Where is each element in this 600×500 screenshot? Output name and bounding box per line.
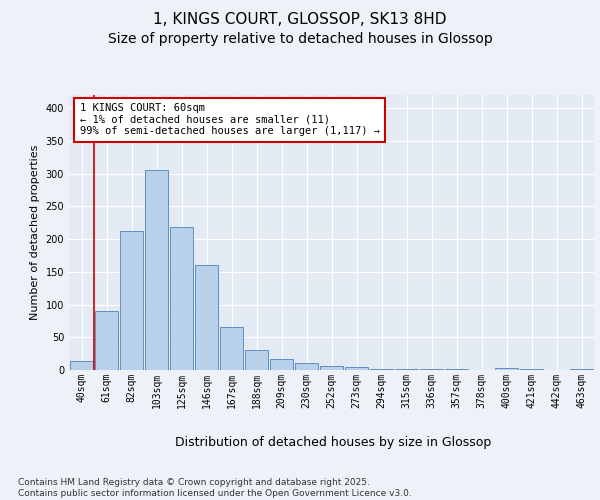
Bar	[320, 366, 343, 370]
Text: Size of property relative to detached houses in Glossop: Size of property relative to detached ho…	[107, 32, 493, 46]
Bar	[245, 350, 268, 370]
Bar	[220, 328, 244, 370]
Bar	[344, 368, 368, 370]
Bar	[269, 359, 293, 370]
Bar	[494, 368, 518, 370]
Bar	[569, 368, 593, 370]
Bar	[145, 170, 169, 370]
Bar	[170, 228, 193, 370]
Bar	[194, 265, 218, 370]
Text: 1 KINGS COURT: 60sqm
← 1% of detached houses are smaller (11)
99% of semi-detach: 1 KINGS COURT: 60sqm ← 1% of detached ho…	[79, 104, 380, 136]
Y-axis label: Number of detached properties: Number of detached properties	[30, 145, 40, 320]
Text: 1, KINGS COURT, GLOSSOP, SK13 8HD: 1, KINGS COURT, GLOSSOP, SK13 8HD	[153, 12, 447, 28]
Bar	[295, 364, 319, 370]
Text: Distribution of detached houses by size in Glossop: Distribution of detached houses by size …	[175, 436, 491, 449]
Text: Contains HM Land Registry data © Crown copyright and database right 2025.
Contai: Contains HM Land Registry data © Crown c…	[18, 478, 412, 498]
Bar	[95, 311, 118, 370]
Bar	[70, 361, 94, 370]
Bar	[395, 368, 418, 370]
Bar	[119, 230, 143, 370]
